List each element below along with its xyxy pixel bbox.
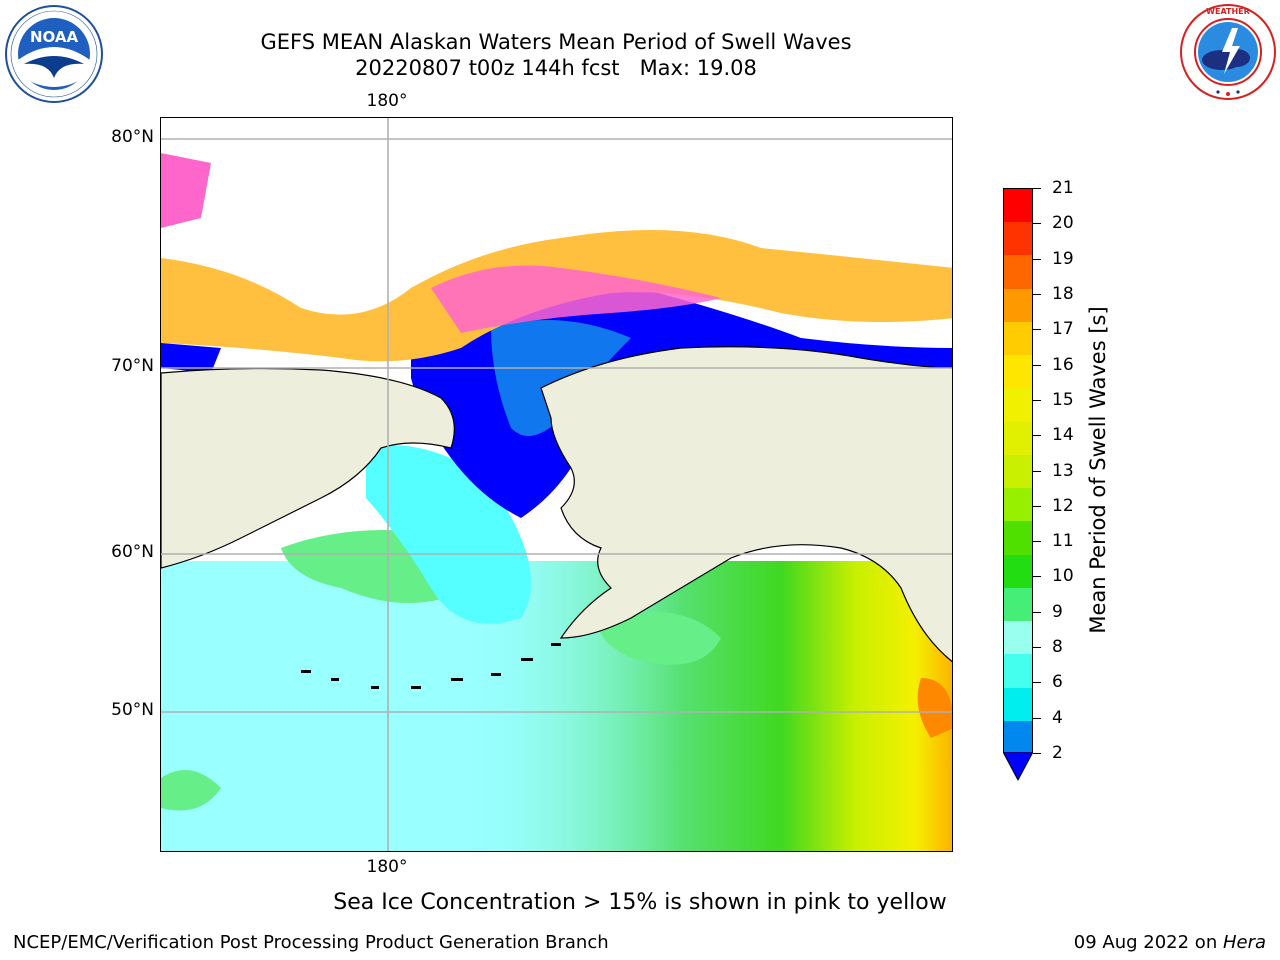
colorbar-tick-label: 6	[1052, 672, 1063, 693]
colorbar-segment	[1004, 355, 1032, 389]
colorbar-segment	[1004, 255, 1032, 290]
colorbar-segment	[1004, 621, 1032, 655]
graticule	[161, 118, 952, 851]
colorbar-tick-mark	[1033, 505, 1041, 507]
colorbar-tick-label: 19	[1052, 248, 1074, 269]
colorbar-segment	[1004, 189, 1032, 223]
colorbar-tick-mark	[1033, 399, 1041, 401]
footer-host: Hera	[1222, 932, 1266, 953]
colorbar-tick-mark	[1033, 293, 1041, 295]
colorbar-tick-label: 14	[1052, 425, 1074, 446]
gulf-green-patch	[599, 611, 721, 665]
lon-label-bottom: 180°	[366, 857, 408, 877]
colorbar-segment	[1004, 521, 1032, 556]
colorbar-segment	[1004, 720, 1032, 752]
colorbar-tick-label: 17	[1052, 319, 1074, 340]
footer-date-text: 09 Aug 2022 on	[1073, 932, 1223, 953]
ice-pink-west	[161, 153, 211, 228]
colorbar-tick-label: 10	[1052, 566, 1074, 587]
colorbar-segment	[1004, 388, 1032, 423]
lat-label-80n: 80°N	[111, 127, 154, 147]
colorbar	[1003, 188, 1033, 753]
sea-ice-note: Sea Ice Concentration > 15% is shown in …	[333, 890, 947, 915]
svg-text:WEATHER: WEATHER	[1206, 7, 1250, 16]
colorbar-tick-label: 20	[1052, 213, 1074, 234]
colorbar-tick-mark	[1033, 188, 1041, 189]
colorbar-tick-label: 21	[1052, 178, 1074, 198]
colorbar-tick-mark	[1033, 753, 1041, 754]
colorbar-label: Mean Period of Swell Waves [s]	[1086, 306, 1110, 634]
colorbar-tick-mark	[1033, 470, 1041, 472]
colorbar-tick-mark	[1033, 647, 1041, 649]
colorbar-segment	[1004, 454, 1032, 489]
svg-text:NOAA: NOAA	[30, 28, 79, 46]
colorbar-tick-label: 16	[1052, 354, 1074, 375]
colorbar-segment	[1004, 488, 1032, 522]
colorbar-tick-mark	[1033, 541, 1041, 543]
eastern-long-period-swell	[461, 561, 952, 851]
orange-patch	[917, 678, 952, 738]
map-subtitle: 20220807 t00z 144h fcst Max: 19.08	[355, 56, 757, 80]
map-panel	[160, 117, 953, 852]
map-title: GEFS MEAN Alaskan Waters Mean Period of …	[260, 30, 852, 54]
colorbar-tick-label: 8	[1052, 637, 1063, 658]
ice-pink-band	[431, 265, 721, 333]
colorbar-tick-mark	[1033, 717, 1041, 719]
footer-date: 09 Aug 2022 on Hera	[1074, 932, 1266, 953]
lat-label-60n: 60°N	[111, 542, 154, 562]
colorbar-tick-label: 12	[1052, 495, 1074, 516]
colorbar-tick-label: 2	[1052, 743, 1063, 763]
colorbar-tick-label: 11	[1052, 531, 1074, 552]
colorbar-segment	[1004, 288, 1032, 323]
noaa-logo: NOAA	[4, 4, 104, 104]
lat-label-70n: 70°N	[111, 356, 154, 376]
sw-green-patch	[161, 770, 221, 811]
colorbar-segment	[1004, 587, 1032, 622]
colorbar-segment	[1004, 321, 1032, 356]
ice-edge-west	[161, 343, 221, 373]
colorbar-under-arrow	[1002, 751, 1034, 782]
siberia-land	[161, 367, 455, 569]
colorbar-tick-label: 13	[1052, 460, 1074, 481]
colorbar-tick-mark	[1033, 611, 1041, 613]
colorbar-segment	[1004, 421, 1032, 456]
aleutian-islands	[301, 643, 561, 689]
colorbar-tick-mark	[1033, 364, 1041, 366]
lat-label-50n: 50°N	[111, 700, 154, 720]
colorbar-tick-mark	[1033, 329, 1041, 331]
lon-label-top: 180°	[366, 91, 408, 111]
nws-logo: WEATHER	[1178, 2, 1278, 102]
map-field	[161, 118, 952, 851]
colorbar-segment	[1004, 222, 1032, 256]
colorbar-segment	[1004, 687, 1032, 722]
colorbar-tick-mark	[1033, 576, 1041, 578]
colorbar-tick-label: 15	[1052, 389, 1074, 410]
colorbar-tick-mark	[1033, 435, 1041, 437]
colorbar-tick-mark	[1033, 682, 1041, 684]
colorbar-tick-label: 4	[1052, 707, 1063, 728]
colorbar-tick-label: 18	[1052, 283, 1074, 304]
colorbar-tick-mark	[1033, 223, 1041, 225]
footer-credit: NCEP/EMC/Verification Post Processing Pr…	[13, 932, 609, 953]
chukchi-light-blue	[491, 320, 631, 436]
colorbar-segment	[1004, 654, 1032, 689]
colorbar-segment	[1004, 554, 1032, 589]
colorbar-tick-mark	[1033, 258, 1041, 260]
colorbar-tick-label: 9	[1052, 601, 1063, 622]
